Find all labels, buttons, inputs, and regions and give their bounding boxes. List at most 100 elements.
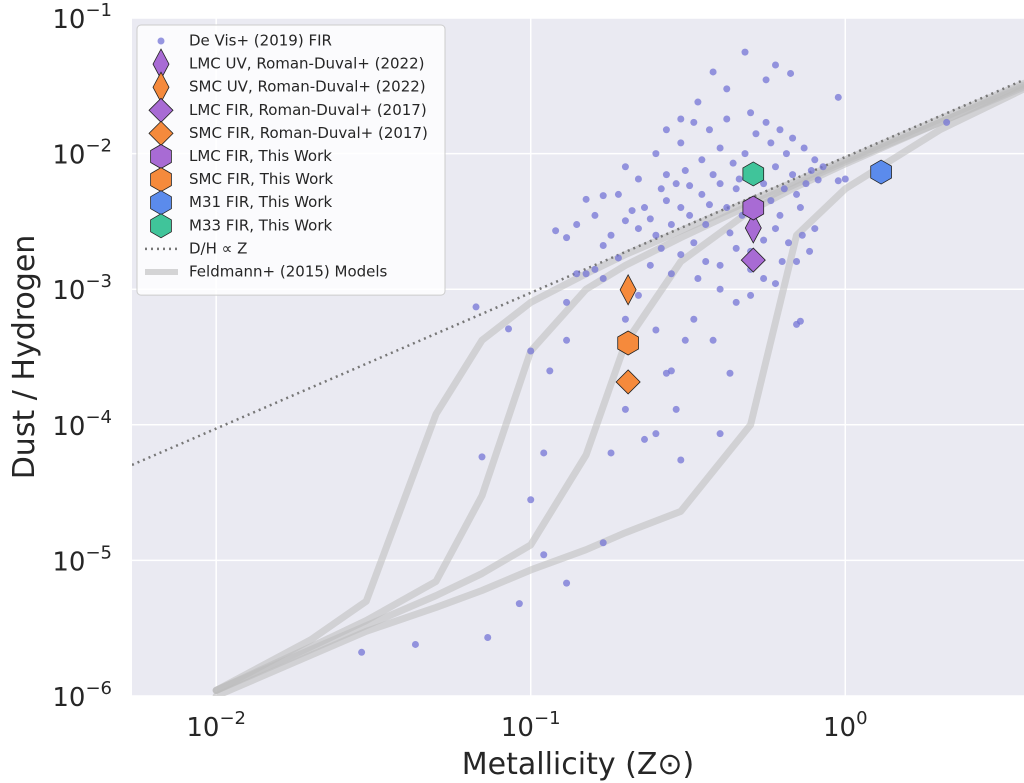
x-tick-label: 10−1 xyxy=(501,708,561,743)
legend-label: LMC FIR, Roman-Duval+ (2017) xyxy=(189,101,427,119)
scatter-point xyxy=(634,175,642,183)
scatter-point xyxy=(741,150,749,158)
scatter-point xyxy=(747,291,755,299)
ticks: 10−2 10−1 100 10−6 10−5 10−4 10−3 10−2 10−1 xyxy=(52,0,867,743)
scatter-point xyxy=(694,98,702,106)
y-tick-label: 10−3 xyxy=(52,271,112,306)
scatter-point xyxy=(646,261,654,269)
scatter-point xyxy=(641,204,649,212)
scatter-point xyxy=(672,405,680,413)
scatter-point xyxy=(776,211,784,219)
scatter-point xyxy=(652,150,660,158)
scatter-point xyxy=(800,144,808,152)
scatter-point xyxy=(677,251,685,259)
scatter-point xyxy=(709,171,717,179)
scatter-point xyxy=(411,640,419,648)
scatter-point xyxy=(667,221,675,229)
scatter-point xyxy=(814,176,822,184)
scatter-point xyxy=(563,336,571,344)
scatter-point xyxy=(667,367,675,375)
scatter-point xyxy=(834,93,842,101)
scatter-point xyxy=(789,171,797,179)
scatter-point xyxy=(771,225,779,233)
scatter-point xyxy=(667,270,675,278)
scatter-point xyxy=(621,163,629,171)
scatter-point xyxy=(732,244,740,252)
scatter-point xyxy=(358,648,366,656)
scatter-point xyxy=(841,175,849,183)
scatter-point xyxy=(614,254,622,262)
scatter-point xyxy=(780,185,788,193)
scatter-point xyxy=(802,180,810,188)
scatter-point xyxy=(546,367,554,375)
y-axis-label: Dust / Hydrogen xyxy=(7,235,42,480)
scatter-point xyxy=(540,449,548,457)
scatter-point xyxy=(776,126,784,134)
scatter-point xyxy=(741,48,749,56)
scatter-point xyxy=(806,247,814,255)
legend-label: SMC UV, Roman-Duval+ (2022) xyxy=(189,78,426,96)
scatter-point xyxy=(767,197,775,205)
scatter-point xyxy=(505,325,513,333)
scatter-point xyxy=(677,115,685,123)
scatter-point xyxy=(702,221,710,229)
scatter-point xyxy=(726,369,734,377)
legend-marker xyxy=(157,37,165,45)
scatter-point xyxy=(527,496,535,504)
scatter-point xyxy=(677,139,685,147)
y-tick-label: 10−1 xyxy=(52,0,112,35)
scatter-point xyxy=(752,130,760,138)
legend-label: De Vis+ (2019) FIR xyxy=(189,32,332,50)
scatter-point xyxy=(672,180,680,188)
scatter-point xyxy=(716,180,724,188)
model-curve xyxy=(212,83,1024,694)
scatter-point xyxy=(527,347,535,355)
scatter-point xyxy=(694,274,702,282)
legend: De Vis+ (2019) FIR LMC UV, Roman-Duval+ (… xyxy=(136,24,446,296)
plot-marks xyxy=(132,48,1024,696)
legend-label: Feldmann+ (2015) Models xyxy=(189,263,388,281)
scatter-point xyxy=(723,115,731,123)
scatter-point xyxy=(732,298,740,306)
scatter-point xyxy=(607,449,615,457)
galaxy-marker xyxy=(619,273,637,306)
scatter-point xyxy=(681,336,689,344)
scatter-point xyxy=(646,215,654,223)
scatter-point xyxy=(677,456,685,464)
scatter-point xyxy=(716,430,724,438)
scatter-point xyxy=(681,167,689,175)
scatter-point xyxy=(563,579,571,587)
scatter-point xyxy=(819,163,827,171)
scatter-point xyxy=(599,192,607,200)
scatter-point xyxy=(690,118,698,126)
galaxy-marker xyxy=(742,161,765,187)
scatter-point xyxy=(762,118,770,126)
scatter-point xyxy=(573,221,581,229)
scatter-point xyxy=(472,303,480,311)
scatter-point xyxy=(793,190,801,198)
legend-label: M31 FIR, This Work xyxy=(189,193,333,211)
scatter-point xyxy=(698,190,706,198)
legend-label: LMC UV, Roman-Duval+ (2022) xyxy=(189,55,424,73)
scatter-point xyxy=(778,258,786,266)
scatter-point xyxy=(782,150,790,158)
scatter-point xyxy=(634,225,642,233)
scatter-point xyxy=(811,156,819,164)
scatter-point xyxy=(686,211,694,219)
scatter-point xyxy=(726,229,734,237)
scatter-point xyxy=(767,139,775,147)
galaxy-marker xyxy=(740,247,766,273)
scatter-point xyxy=(698,156,706,164)
scatter-point xyxy=(943,118,951,126)
scatter-point xyxy=(614,190,622,198)
legend-label: SMC FIR, This Work xyxy=(189,170,333,188)
scatter-point xyxy=(515,600,523,608)
scatter-point xyxy=(621,315,629,323)
scatter-point xyxy=(735,175,743,183)
scatter-point xyxy=(793,258,801,266)
galaxy-marker xyxy=(870,159,892,185)
scatter-point xyxy=(747,109,755,117)
scatter-point xyxy=(607,231,615,239)
galaxy-marker xyxy=(742,195,765,221)
